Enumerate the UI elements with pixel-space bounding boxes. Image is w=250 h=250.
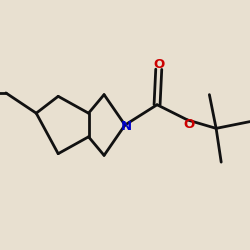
Text: O: O — [153, 58, 164, 71]
Text: O: O — [183, 118, 194, 131]
Text: N: N — [121, 120, 132, 133]
